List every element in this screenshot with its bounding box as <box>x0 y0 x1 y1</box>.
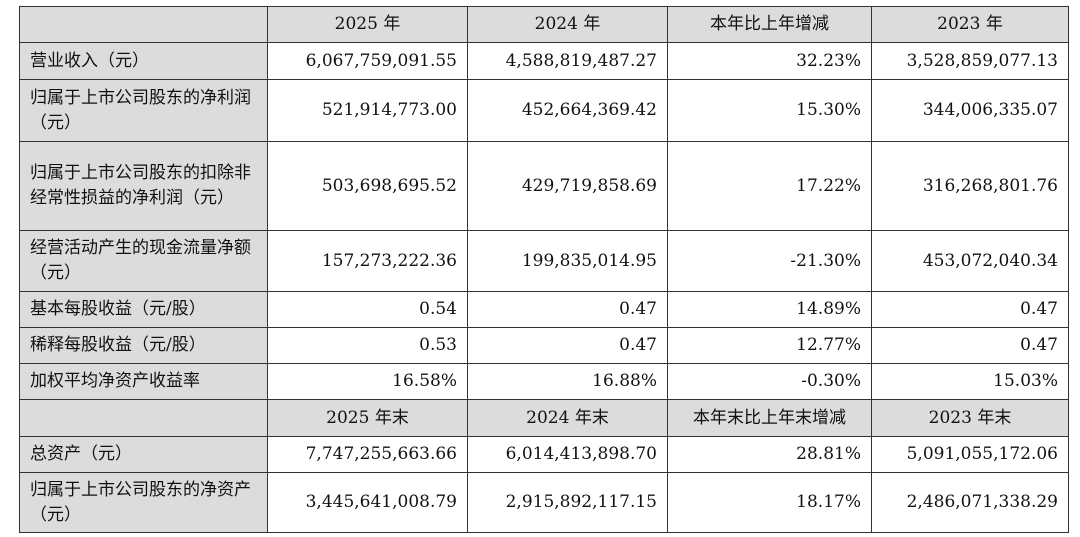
header-change-end: 本年末比上年末增减 <box>667 399 872 437</box>
cell-2025: 521,914,773.00 <box>267 79 468 142</box>
row-label: 经营活动产生的现金流量净额（元） <box>19 230 268 292</box>
table-row: 加权平均净资产收益率 16.58% 16.88% -0.30% 15.03% <box>19 363 1069 400</box>
cell-2024: 6,014,413,898.70 <box>467 436 668 473</box>
table-row: 稀释每股收益（元/股） 0.53 0.47 12.77% 0.47 <box>19 327 1069 364</box>
row-label: 归属于上市公司股东的净利润（元） <box>19 79 268 142</box>
header-row-bottom: 2025 年末 2024 年末 本年末比上年末增减 2023 年末 <box>19 399 1069 437</box>
cell-2023: 316,268,801.76 <box>871 141 1069 231</box>
table-row: 归属于上市公司股东的扣除非经常性损益的净利润（元） 503,698,695.52… <box>19 141 1069 231</box>
cell-2024: 452,664,369.42 <box>467 79 668 142</box>
header-change: 本年比上年增减 <box>667 6 872 43</box>
cell-2024: 199,835,014.95 <box>467 230 668 292</box>
row-label: 归属于上市公司股东的扣除非经常性损益的净利润（元） <box>19 141 268 231</box>
cell-2023: 0.47 <box>871 327 1069 364</box>
cell-change: 15.30% <box>667 79 872 142</box>
header-2023-end: 2023 年末 <box>871 399 1069 437</box>
table-row: 归属于上市公司股东的净资产（元） 3,445,641,008.79 2,915,… <box>19 472 1069 533</box>
header-row-top: 2025 年 2024 年 本年比上年增减 2023 年 <box>19 6 1069 43</box>
cell-2025: 7,747,255,663.66 <box>267 436 468 473</box>
row-label: 营业收入（元） <box>19 42 268 80</box>
cell-2023: 0.47 <box>871 291 1069 328</box>
cell-change: 18.17% <box>667 472 872 533</box>
cell-change: -21.30% <box>667 230 872 292</box>
cell-2024: 16.88% <box>467 363 668 400</box>
cell-2025: 16.58% <box>267 363 468 400</box>
cell-change: 12.77% <box>667 327 872 364</box>
cell-2023: 453,072,040.34 <box>871 230 1069 292</box>
cell-2024: 0.47 <box>467 291 668 328</box>
cell-2025: 6,067,759,091.55 <box>267 42 468 80</box>
cell-2023: 3,528,859,077.13 <box>871 42 1069 80</box>
header-2023: 2023 年 <box>871 6 1069 43</box>
table-row: 归属于上市公司股东的净利润（元） 521,914,773.00 452,664,… <box>19 79 1069 142</box>
cell-change: 14.89% <box>667 291 872 328</box>
header-2025-end: 2025 年末 <box>267 399 468 437</box>
header-blank <box>19 6 268 43</box>
header-2024: 2024 年 <box>467 6 668 43</box>
cell-2024: 0.47 <box>467 327 668 364</box>
cell-2025: 157,273,222.36 <box>267 230 468 292</box>
cell-2023: 2,486,071,338.29 <box>871 472 1069 533</box>
cell-2025: 503,698,695.52 <box>267 141 468 231</box>
header-2025: 2025 年 <box>267 6 468 43</box>
cell-change: 32.23% <box>667 42 872 80</box>
cell-2024: 429,719,858.69 <box>467 141 668 231</box>
header-2024-end: 2024 年末 <box>467 399 668 437</box>
table-row: 基本每股收益（元/股） 0.54 0.47 14.89% 0.47 <box>19 291 1069 328</box>
table-row: 经营活动产生的现金流量净额（元） 157,273,222.36 199,835,… <box>19 230 1069 292</box>
cell-2025: 3,445,641,008.79 <box>267 472 468 533</box>
row-label: 稀释每股收益（元/股） <box>19 327 268 364</box>
cell-change: 17.22% <box>667 141 872 231</box>
row-label: 基本每股收益（元/股） <box>19 291 268 328</box>
cell-2024: 2,915,892,117.15 <box>467 472 668 533</box>
cell-change: -0.30% <box>667 363 872 400</box>
cell-2023: 5,091,055,172.06 <box>871 436 1069 473</box>
table-row: 总资产（元） 7,747,255,663.66 6,014,413,898.70… <box>19 436 1069 473</box>
cell-2025: 0.54 <box>267 291 468 328</box>
cell-2025: 0.53 <box>267 327 468 364</box>
cell-2023: 344,006,335.07 <box>871 79 1069 142</box>
cell-change: 28.81% <box>667 436 872 473</box>
financial-summary-table: 2025 年 2024 年 本年比上年增减 2023 年 营业收入（元） 6,0… <box>19 6 1069 533</box>
row-label: 总资产（元） <box>19 436 268 473</box>
cell-2024: 4,588,819,487.27 <box>467 42 668 80</box>
cell-2023: 15.03% <box>871 363 1069 400</box>
header-blank <box>19 399 268 437</box>
row-label: 归属于上市公司股东的净资产（元） <box>19 472 268 533</box>
table-row: 营业收入（元） 6,067,759,091.55 4,588,819,487.2… <box>19 42 1069 80</box>
row-label: 加权平均净资产收益率 <box>19 363 268 400</box>
